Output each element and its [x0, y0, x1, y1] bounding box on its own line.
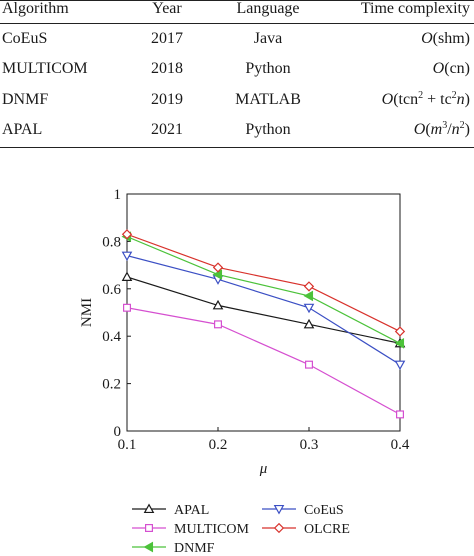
cell-algorithm: APAL: [2, 121, 43, 138]
legend-marker-multicom: [145, 524, 154, 533]
y-tick-label: 0: [114, 424, 122, 440]
data-point-apal: [212, 299, 224, 310]
complexity-big-o: O: [413, 121, 426, 138]
cell-language: MATLAB: [235, 91, 301, 108]
cell-algorithm: DNMF: [2, 91, 49, 108]
complexity-term-a: tcn: [398, 91, 419, 108]
legend-marker-apal: [143, 503, 155, 514]
complexity-variable: n: [456, 91, 465, 108]
table-bottom-rule: [0, 147, 474, 148]
y-tick-label: 0.8: [102, 234, 121, 250]
series-line-coeus: [126, 255, 401, 366]
cell-year: 2021: [151, 121, 183, 138]
x-tick-label: 0.4: [391, 437, 410, 453]
x-tick-label: 0.1: [118, 437, 137, 453]
table-row: MULTICOM 2018 Python O(cn): [0, 57, 474, 81]
complexity-divide: /: [447, 121, 452, 138]
complexity-n: n: [451, 121, 460, 138]
data-point-multicom: [305, 360, 314, 369]
y-tick-label: 0.6: [102, 282, 121, 298]
plot-frame: [126, 193, 401, 432]
complexity-argument: cn: [449, 60, 465, 77]
data-point-coeus: [394, 360, 406, 371]
data-point-apal: [121, 271, 133, 281]
data-point-olcre: [303, 281, 315, 292]
cell-complexity: O(tcn2 + tc2n): [381, 90, 470, 109]
nmi-line-chart: 0 0.2 0.4 0.6 0.8 1 0.1 0.2 0.3 0.4 NMI μ APAL CoEuS M…: [0, 180, 474, 556]
complexity-plus: +: [423, 91, 441, 108]
legend-marker-olcre: [273, 522, 285, 534]
chart-canvas: 0 0.2 0.4 0.6 0.8 1 0.1 0.2 0.3 0.4 NMI μ APAL CoEuS M…: [79, 187, 410, 556]
complexity-exponent-b: 2: [451, 90, 457, 101]
series-line-dnmf: [126, 236, 401, 344]
complexity-argument: shm: [438, 30, 465, 47]
legend-label-coeus: CoEuS: [304, 503, 344, 518]
data-point-multicom: [122, 303, 131, 312]
cell-complexity: O(m3/n2): [413, 120, 470, 139]
y-axis-label: NMI: [79, 298, 95, 327]
header-algorithm: Algorithm: [2, 0, 69, 17]
cell-year: 2017: [151, 30, 183, 47]
legend-label-olcre: OLCRE: [304, 522, 350, 537]
legend-label-dnmf: DNMF: [174, 541, 215, 556]
cell-complexity: O(shm): [421, 30, 470, 47]
legend-marker-dnmf: [143, 541, 154, 553]
cell-language: Python: [245, 121, 291, 138]
data-point-olcre: [121, 229, 133, 240]
data-point-olcre: [212, 262, 224, 273]
cell-year: 2019: [151, 91, 183, 108]
complexity-big-o: O: [421, 30, 433, 47]
complexity-exponent-m: 3: [442, 120, 448, 131]
table-header-rule: [0, 23, 474, 24]
header-year: Year: [152, 0, 182, 17]
table-row: DNMF 2019 MATLAB O(tcn2 + tc2n): [0, 88, 474, 112]
cell-language: Python: [245, 60, 291, 77]
cell-algorithm: CoEuS: [2, 30, 48, 47]
cell-language: Java: [253, 30, 283, 47]
data-point-apal: [303, 318, 315, 329]
data-point-dnmf: [394, 337, 405, 349]
complexity-big-o: O: [432, 60, 445, 77]
cell-complexity: O(cn): [432, 60, 470, 77]
y-tick-label: 1: [114, 187, 122, 203]
data-point-dnmf: [212, 269, 223, 280]
legend-marker-coeus: [273, 504, 285, 515]
x-tick-label: 0.2: [209, 437, 228, 453]
y-tick-label: 0.4: [102, 329, 121, 345]
cell-year: 2018: [151, 60, 183, 77]
header-language: Language: [236, 0, 300, 17]
y-tick-label: 0.2: [102, 377, 121, 393]
series-line-olcre: [126, 233, 401, 332]
cell-algorithm: MULTICOM: [2, 60, 88, 77]
series-line-multicom: [126, 307, 401, 415]
complexity-exponent-n: 2: [459, 120, 465, 131]
table-top-rule: [0, 0, 474, 1]
legend-label-apal: APAL: [174, 503, 209, 518]
complexity-m: m: [430, 121, 443, 138]
legend-label-multicom: MULTICOM: [174, 522, 249, 537]
data-point-olcre: [394, 326, 406, 337]
header-time-complexity: Time complexity: [360, 0, 470, 17]
complexity-big-o: O: [381, 91, 394, 108]
table-header-row: Algorithm Year Language Time complexity: [0, 0, 474, 21]
complexity-term-b: tc: [440, 91, 452, 108]
table-row: CoEuS 2017 Java O(shm): [0, 27, 474, 51]
data-point-multicom: [396, 410, 405, 419]
table-row: APAL 2021 Python O(m3/n2): [0, 118, 474, 142]
data-point-dnmf: [303, 290, 314, 302]
series-line-apal: [126, 276, 401, 344]
x-tick-label: 0.3: [300, 437, 319, 453]
data-point-multicom: [214, 320, 223, 329]
complexity-exponent-a: 2: [418, 90, 424, 101]
algorithm-table: Algorithm Year Language Time complexity …: [0, 0, 474, 150]
data-point-coeus: [303, 303, 315, 314]
data-point-coeus: [121, 251, 133, 262]
x-axis-label: μ: [259, 461, 268, 477]
